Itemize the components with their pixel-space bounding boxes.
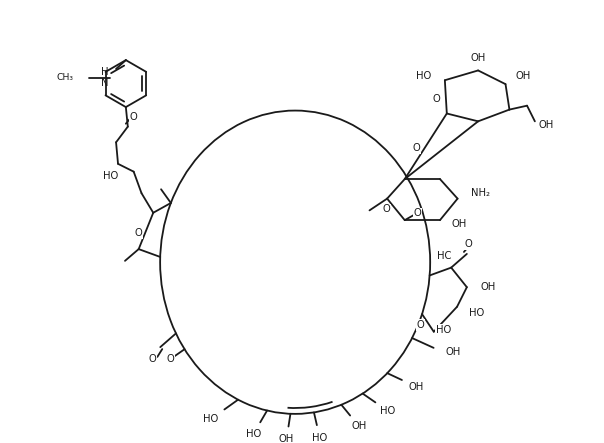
Text: HO: HO bbox=[469, 307, 484, 318]
Text: O: O bbox=[130, 112, 138, 122]
Text: OH: OH bbox=[515, 71, 530, 82]
Text: N: N bbox=[101, 78, 108, 88]
Text: OH: OH bbox=[409, 382, 424, 392]
Text: HO: HO bbox=[203, 414, 218, 424]
Text: HO: HO bbox=[435, 325, 451, 335]
Text: OH: OH bbox=[452, 219, 467, 229]
Text: HO: HO bbox=[246, 429, 261, 439]
Text: CH₃: CH₃ bbox=[56, 73, 73, 82]
Text: OH: OH bbox=[352, 421, 367, 431]
Text: HO: HO bbox=[312, 433, 327, 443]
Text: O: O bbox=[432, 94, 440, 104]
Text: O: O bbox=[382, 204, 390, 214]
Text: O: O bbox=[465, 239, 473, 249]
Text: HO: HO bbox=[381, 406, 396, 416]
Text: OH: OH bbox=[481, 282, 496, 292]
Text: HO: HO bbox=[103, 171, 118, 181]
Text: O: O bbox=[134, 228, 142, 238]
Text: OH: OH bbox=[539, 120, 554, 130]
Text: HO: HO bbox=[416, 71, 431, 82]
Text: O: O bbox=[149, 354, 156, 364]
Text: O: O bbox=[416, 320, 424, 330]
Text: OH: OH bbox=[471, 53, 486, 63]
Text: NH₂: NH₂ bbox=[471, 188, 490, 198]
Text: O: O bbox=[412, 143, 420, 153]
Text: O: O bbox=[413, 208, 421, 218]
Text: O: O bbox=[167, 354, 175, 364]
Text: OH: OH bbox=[445, 347, 461, 357]
Text: H: H bbox=[101, 67, 108, 77]
Text: OH: OH bbox=[279, 434, 294, 443]
Text: HC: HC bbox=[437, 251, 451, 261]
